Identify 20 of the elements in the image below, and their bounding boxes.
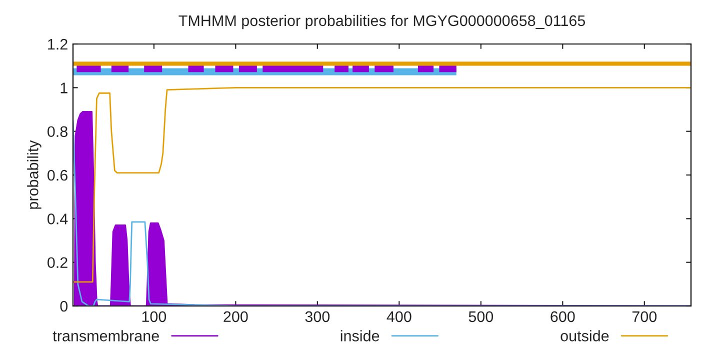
x-tick-label: 400 — [386, 311, 412, 322]
legend-label: outside — [560, 330, 609, 342]
chart-title: TMHMM posterior probabilities for MGYG000000658_01165 — [178, 14, 586, 30]
x-tick-label: 500 — [468, 311, 494, 322]
y-tick-label: 1.2 — [48, 38, 68, 50]
x-tick-label: 300 — [305, 311, 330, 322]
y-tick-label: 0.8 — [48, 126, 68, 138]
x-tick-label: 700 — [632, 311, 657, 322]
y-tick-label: 0 — [60, 300, 68, 312]
line-series — [73, 86, 691, 283]
legend-label: inside — [340, 330, 380, 342]
x-tick-label: 100 — [142, 311, 166, 322]
y-tick-label: 0.2 — [48, 257, 68, 268]
y-axis-title: probability — [27, 140, 42, 209]
x-tick-label: 600 — [550, 311, 575, 322]
x-tick-label: 200 — [224, 311, 248, 322]
y-tick-label: 0.4 — [48, 214, 68, 224]
y-tick-label: 1 — [60, 82, 68, 94]
legend-label: transmembrane — [52, 330, 159, 342]
y-tick-label: 0.6 — [48, 170, 68, 181]
